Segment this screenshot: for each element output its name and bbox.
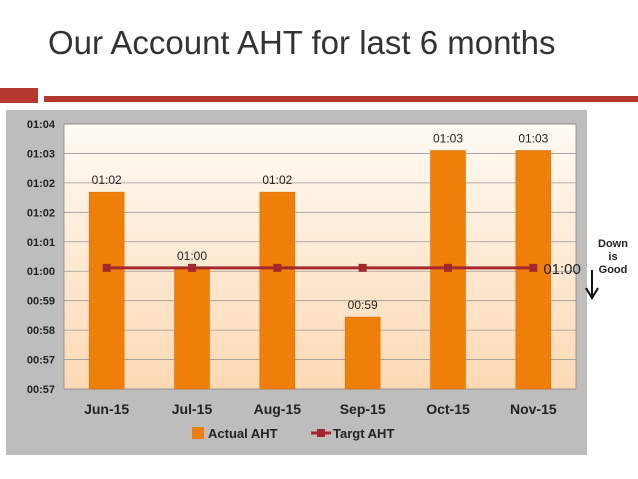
note-line-1: Down [598,238,628,250]
bar-data-label: 01:00 [177,249,207,263]
y-tick-label: 00:58 [27,325,55,337]
x-tick-label: Sep-15 [340,401,386,417]
target-marker [102,263,111,272]
bar-data-label: 00:59 [348,298,378,312]
legend-label-actual: Actual AHT [208,426,278,441]
bar [259,191,296,390]
note-line-2: is [608,251,618,263]
x-tick-label: Jun-15 [84,401,129,417]
bar [88,191,125,390]
y-tick-label: 01:03 [27,148,55,160]
plot-border [63,123,577,390]
slide-title: Our Account AHT for last 6 months [48,24,556,61]
x-tick-label: Jul-15 [172,401,213,417]
down-is-good-note: Down is Good [590,238,636,277]
title-accent-rule [44,96,638,102]
y-tick-label: 00:57 [27,355,55,367]
legend-swatch-target-marker [317,429,325,437]
legend-label-target: Targt AHT [333,426,394,441]
target-marker [273,263,282,272]
down-arrow-icon [585,270,599,300]
y-tick-label: 00:59 [27,296,55,308]
legend-swatch-actual [192,427,204,439]
x-tick-label: Nov-15 [510,401,557,417]
x-tick-label: Aug-15 [254,401,302,417]
target-end-label: 01:00 [543,261,581,278]
target-marker [444,263,452,272]
y-tick-label: 00:57 [27,384,55,396]
target-marker [358,263,367,272]
bar [344,316,381,390]
y-tick-label: 01:02 [27,207,55,219]
bar [174,267,210,390]
y-tick-label: 01:00 [27,266,55,278]
target-marker [529,263,538,272]
target-marker [188,263,196,272]
title-accent-block [0,88,38,103]
y-tick-label: 01:04 [27,119,56,131]
x-tick-label: Oct-15 [426,401,470,417]
bar-data-label: 01:02 [92,173,122,187]
y-tick-label: 01:02 [27,178,55,190]
bar-data-label: 01:03 [518,132,548,146]
y-tick-label: 01:01 [27,237,55,249]
note-line-3: Good [598,264,628,276]
plot-area [64,124,576,389]
bar-data-label: 01:02 [262,173,292,187]
bar-data-label: 01:03 [433,132,463,146]
